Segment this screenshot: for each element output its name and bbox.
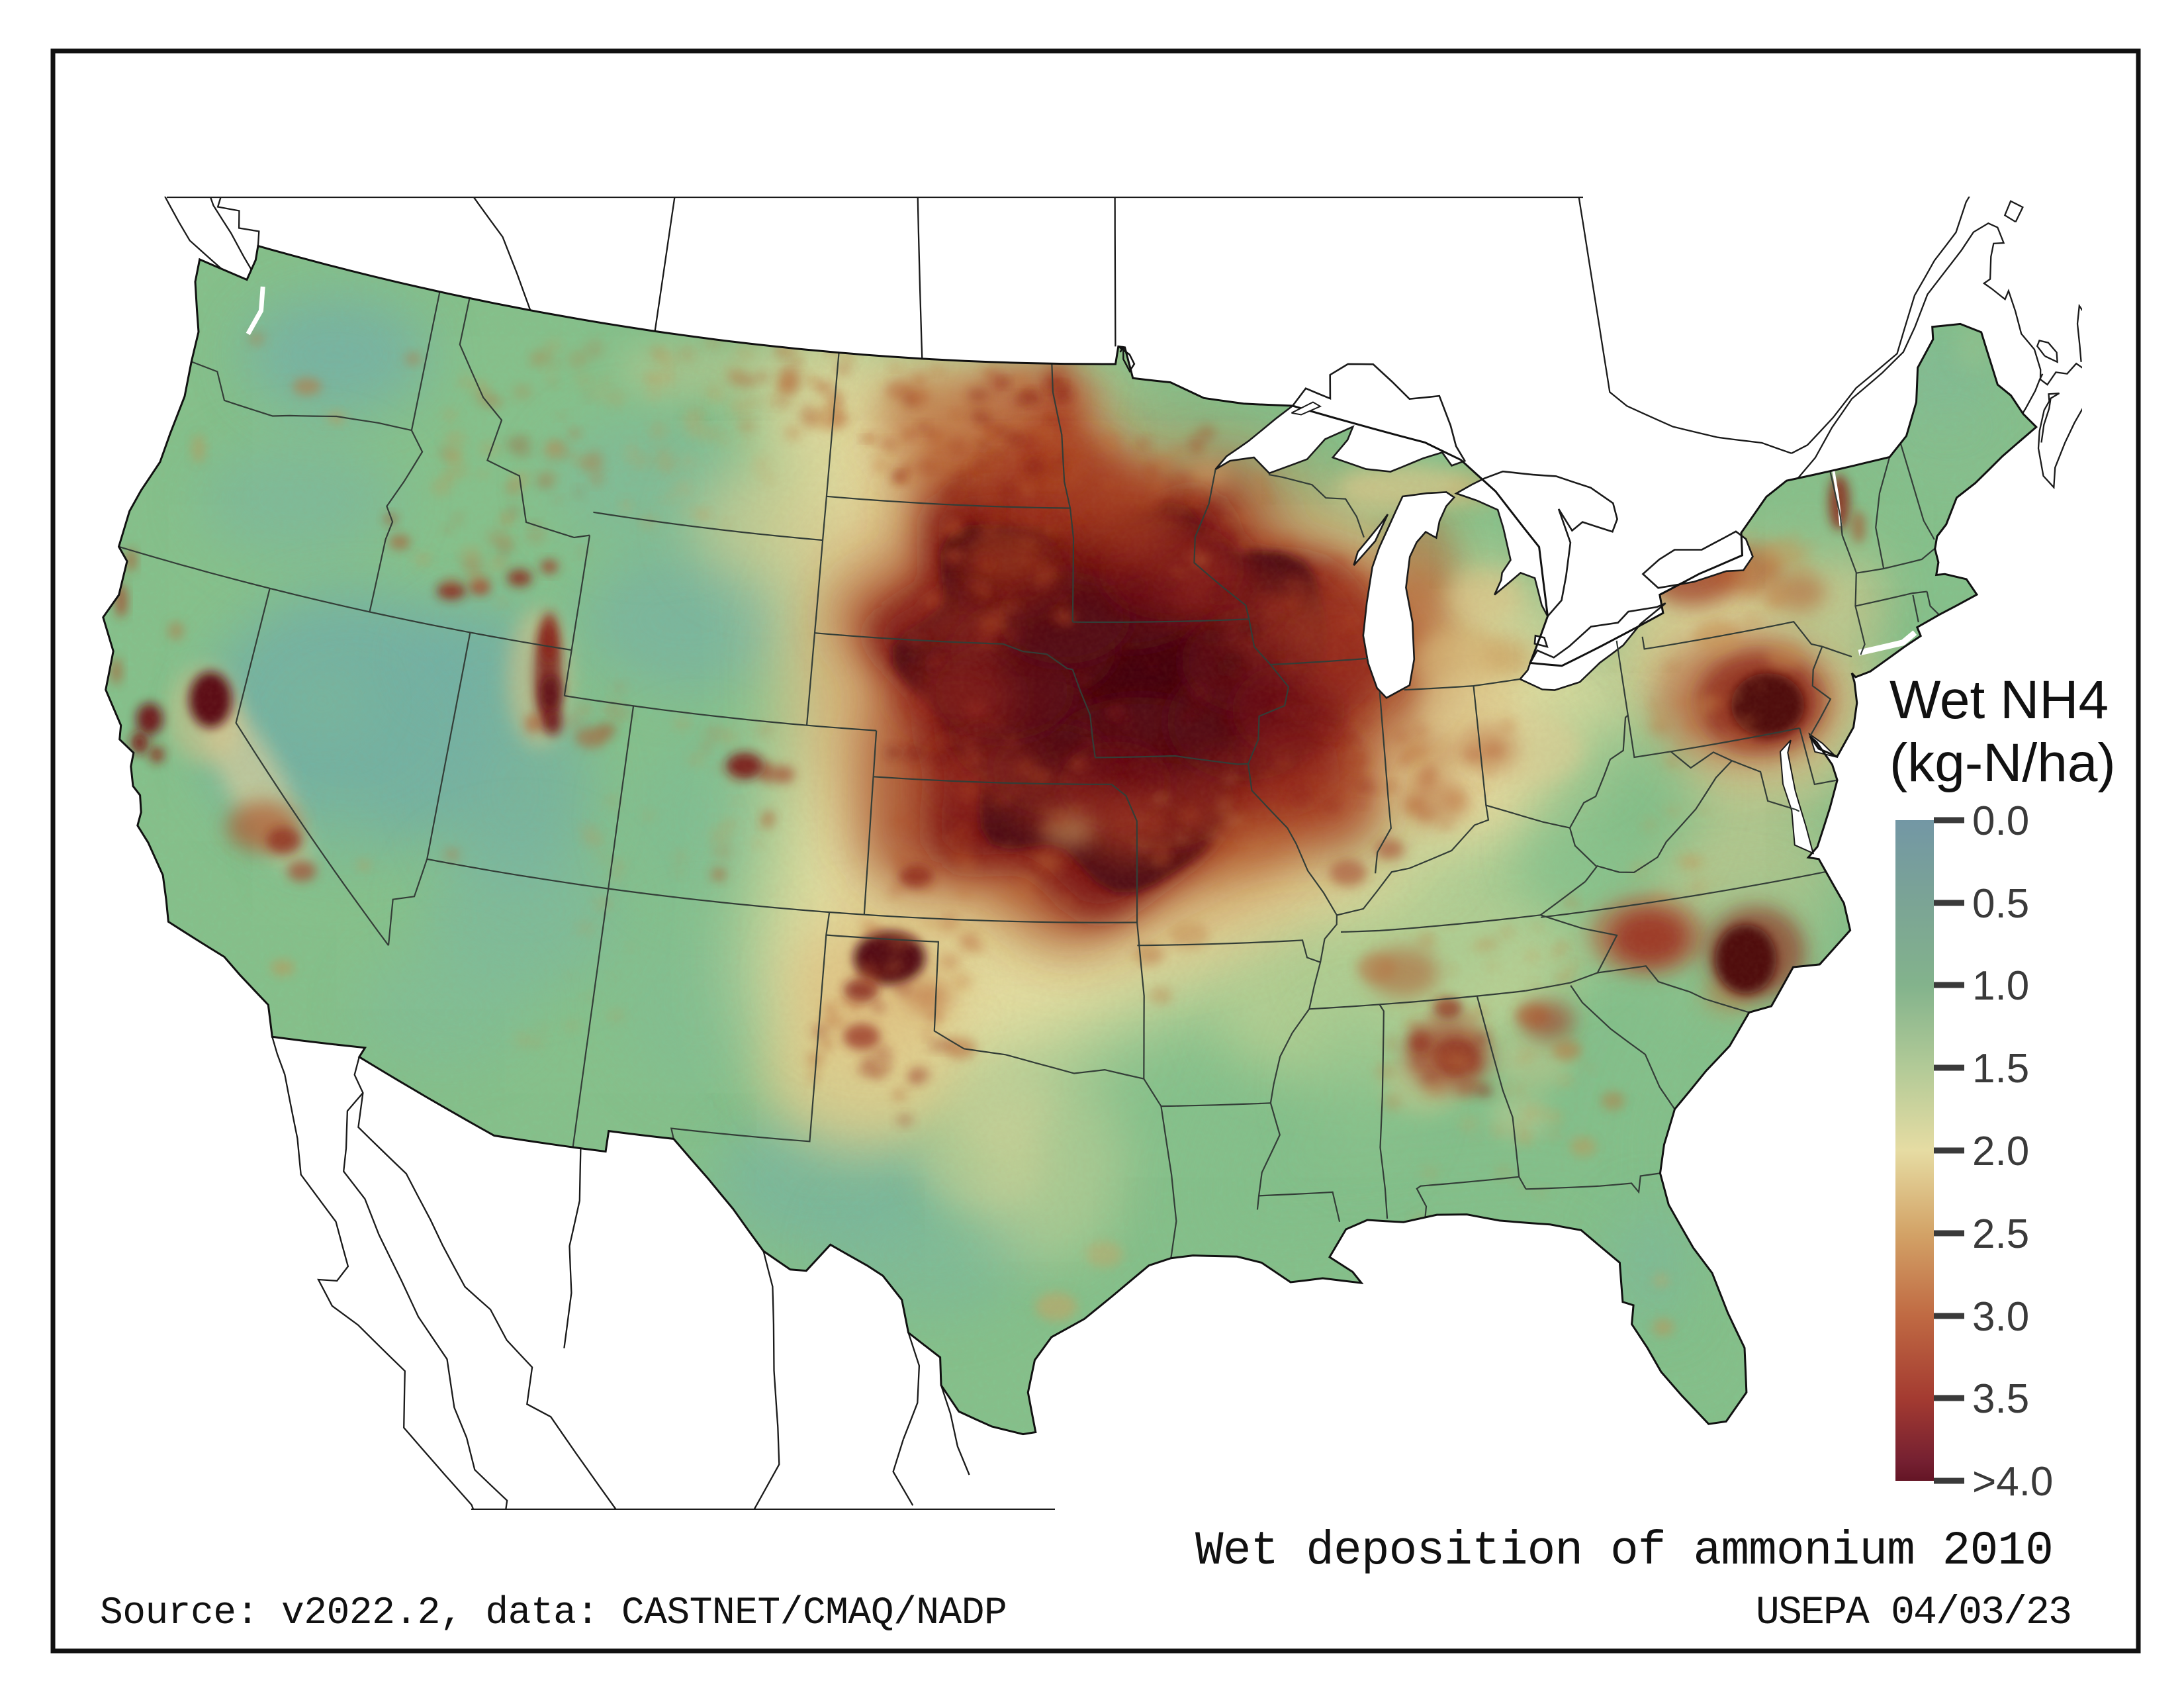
svg-text:3.0: 3.0 [1972,1294,2029,1340]
svg-text:Source: v2022.2, data: CASTNET: Source: v2022.2, data: CASTNET/CMAQ/NADP [100,1592,1007,1635]
svg-text:Wet deposition of ammonium 201: Wet deposition of ammonium 2010 [1195,1525,2053,1578]
svg-text:2.5: 2.5 [1972,1211,2029,1257]
svg-text:2.0: 2.0 [1972,1129,2029,1174]
svg-text:0.0: 0.0 [1972,798,2029,844]
svg-text:1.0: 1.0 [1972,963,2029,1009]
svg-text:>4.0: >4.0 [1972,1459,2053,1505]
svg-text:USEPA 04/03/23: USEPA 04/03/23 [1756,1591,2071,1636]
svg-text:(kg-N/ha): (kg-N/ha) [1889,733,2116,793]
svg-text:0.5: 0.5 [1972,881,2029,927]
svg-text:3.5: 3.5 [1972,1376,2029,1422]
svg-text:1.5: 1.5 [1972,1046,2029,1092]
svg-text:Wet NH4: Wet NH4 [1889,670,2109,730]
